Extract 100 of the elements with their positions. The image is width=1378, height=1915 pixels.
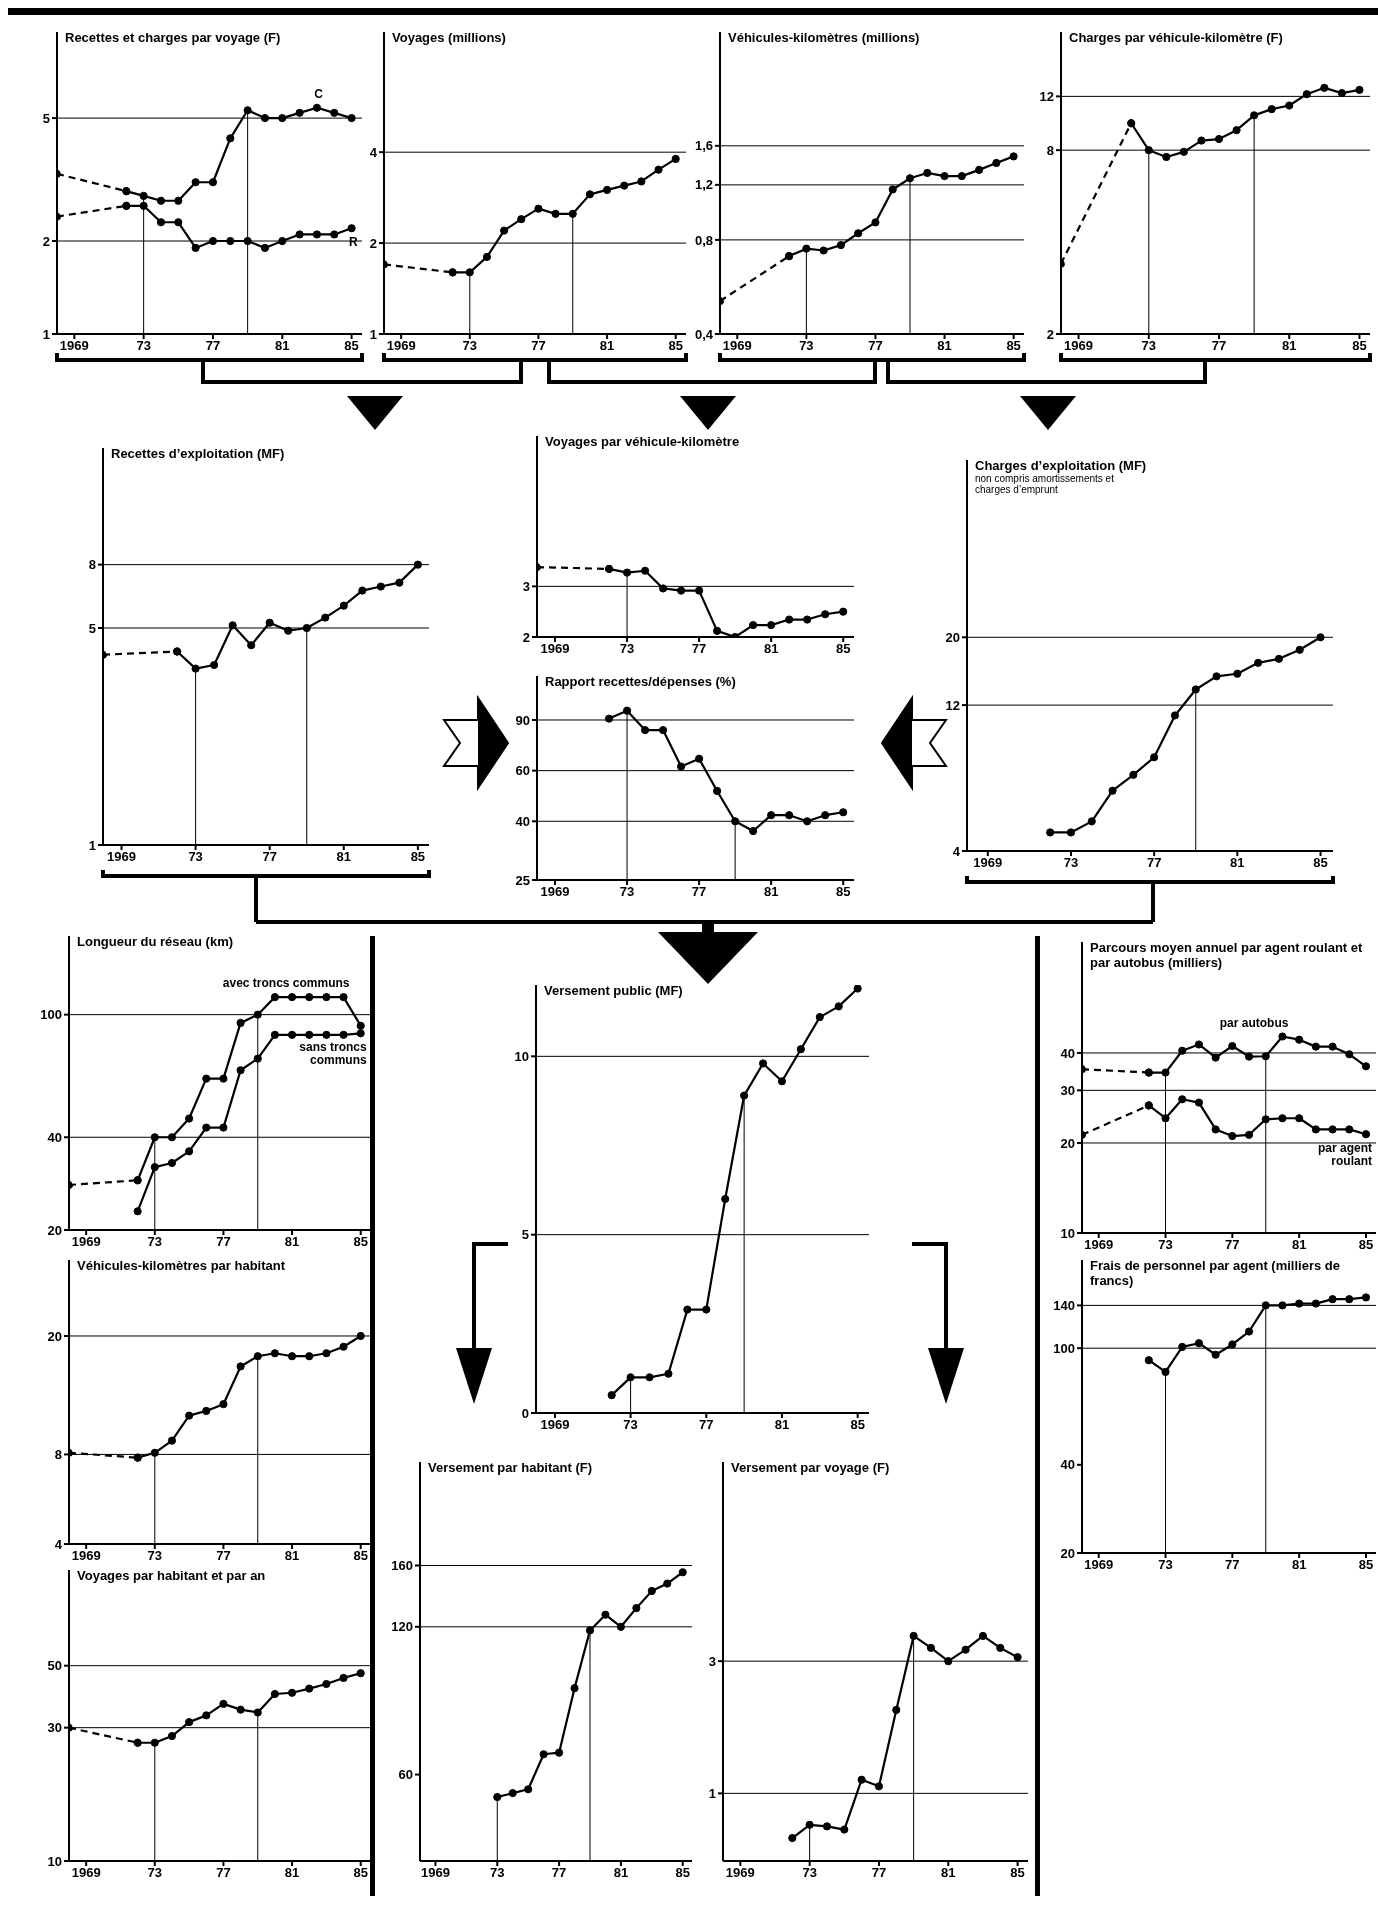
y-tick-label: 40: [47, 1129, 62, 1145]
point: [210, 660, 219, 670]
point: [940, 172, 949, 181]
point: [330, 108, 339, 117]
point: [202, 1074, 211, 1083]
point: [785, 615, 794, 624]
x-tick-label: 85: [668, 338, 683, 354]
point: [508, 1789, 517, 1798]
point: [637, 177, 646, 186]
point: [602, 185, 612, 195]
point: [1261, 1052, 1270, 1061]
point: [777, 1077, 787, 1086]
point: [788, 1833, 797, 1843]
point: [1345, 1050, 1354, 1059]
y-tick-label: 30: [47, 1720, 62, 1736]
x-tick-label: 73: [799, 338, 814, 354]
x-tick-label: 85: [344, 338, 359, 354]
point: [270, 1689, 280, 1699]
point: [322, 993, 331, 1002]
x-tick-label: 73: [1158, 1557, 1173, 1573]
point: [202, 1123, 211, 1132]
y-tick-label: 140: [1053, 1298, 1075, 1313]
x-tick-label: 85: [353, 1865, 368, 1881]
y-tick-label: 10: [514, 1048, 529, 1064]
point: [974, 165, 984, 174]
y-tick-label: 3: [708, 1653, 716, 1669]
x-tick-label: 73: [136, 338, 151, 354]
y-tick-label: 1: [708, 1785, 716, 1801]
point: [585, 190, 595, 199]
point: [330, 230, 339, 239]
x-tick-label: 73: [619, 884, 635, 900]
point: [1194, 1098, 1204, 1107]
x-tick-label: 85: [675, 1865, 690, 1881]
x-tick-label: 81: [284, 1548, 300, 1564]
point: [1228, 1340, 1237, 1349]
point: [1161, 1114, 1170, 1123]
point: [1161, 1367, 1170, 1377]
point: [312, 103, 322, 112]
point: [840, 1825, 849, 1834]
point: [358, 586, 367, 595]
point: [339, 993, 348, 1002]
point: [713, 786, 722, 796]
x-tick-label: 1969: [386, 338, 416, 354]
y-tick-label: 40: [515, 813, 530, 829]
point: [253, 1708, 262, 1717]
point: [1295, 1035, 1304, 1044]
y-tick-label: 4: [952, 843, 961, 859]
point: [1087, 817, 1096, 826]
x-tick-label: 81: [284, 1234, 300, 1250]
point: [1311, 1299, 1320, 1308]
point: [834, 1002, 843, 1011]
point: [356, 1331, 365, 1341]
point: [821, 811, 830, 820]
point: [923, 168, 932, 178]
point: [802, 244, 811, 253]
x-tick-label: 1969: [1084, 1237, 1114, 1253]
point: [640, 726, 650, 735]
point: [1194, 1040, 1204, 1049]
x-tick-label: 73: [1141, 338, 1157, 354]
x-tick-label: 85: [1358, 1237, 1374, 1253]
point: [1345, 1125, 1354, 1134]
y-tick-label: 12: [1039, 89, 1054, 104]
point: [622, 568, 632, 577]
point: [191, 178, 200, 187]
point: [1295, 645, 1304, 654]
point: [139, 191, 148, 200]
point: [1295, 1299, 1304, 1308]
point: [1316, 633, 1325, 642]
x-tick-label: 73: [147, 1234, 163, 1250]
point: [339, 1030, 348, 1039]
point: [731, 817, 740, 826]
x-tick-label: 81: [1291, 1237, 1307, 1253]
point: [287, 993, 297, 1002]
point: [1129, 770, 1138, 779]
chart-title: Véhicules-kilomètres (millions): [728, 30, 921, 45]
point: [815, 1013, 824, 1022]
y-tick-label: 30: [1060, 1082, 1075, 1098]
point: [1211, 1125, 1220, 1134]
point: [1179, 147, 1188, 156]
point: [978, 1631, 988, 1641]
point: [339, 1673, 348, 1683]
point: [1328, 1042, 1337, 1051]
x-tick-label: 81: [284, 1865, 300, 1881]
y-tick-label: 1: [42, 326, 50, 342]
point: [909, 1631, 918, 1641]
x-tick-label: 77: [1146, 855, 1162, 871]
y-tick-label: 4: [54, 1536, 63, 1552]
point: [996, 1643, 1005, 1652]
point: [1211, 1350, 1220, 1359]
point: [749, 826, 758, 836]
x-tick-label: 77: [871, 1865, 887, 1881]
y-tick-label: 8: [88, 557, 96, 573]
point: [857, 1775, 866, 1784]
y-tick-label: 12: [945, 697, 960, 713]
y-tick-label: 50: [47, 1658, 62, 1674]
x-tick-label: 81: [763, 884, 779, 900]
x-tick-label: 77: [216, 1234, 231, 1250]
series-label: par autobus: [1219, 1015, 1289, 1030]
x-tick-label: 81: [1282, 338, 1297, 354]
point: [604, 714, 614, 723]
